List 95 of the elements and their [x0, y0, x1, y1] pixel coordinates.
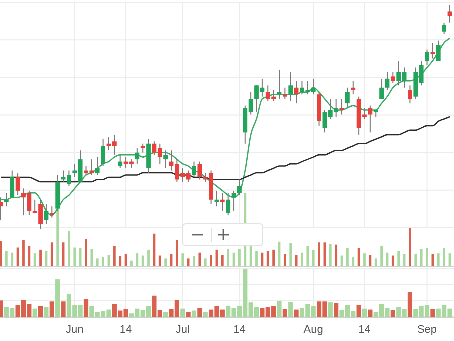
- bar: [312, 250, 315, 266]
- bar: [74, 248, 76, 266]
- bar: [56, 280, 60, 317]
- x-tick-label: 14: [358, 324, 371, 336]
- bar: [368, 310, 373, 317]
- x-tick-label: Sep: [417, 324, 438, 336]
- bar: [352, 257, 355, 266]
- bar: [430, 309, 436, 317]
- bar: [282, 309, 288, 317]
- bar: [50, 242, 54, 266]
- bar: [409, 228, 412, 266]
- bar: [34, 254, 36, 266]
- bar: [119, 256, 122, 266]
- bar: [221, 255, 224, 266]
- bar: [364, 254, 366, 266]
- bar: [5, 251, 8, 266]
- bar: [85, 238, 88, 266]
- bar: [68, 230, 70, 266]
- bar: [335, 244, 338, 266]
- bar: [203, 312, 208, 317]
- bar: [414, 254, 418, 266]
- bar: [356, 305, 362, 317]
- bar: [198, 252, 202, 266]
- bar: [204, 258, 207, 266]
- bar: [192, 310, 197, 317]
- bar: [0, 241, 2, 266]
- bar: [50, 302, 54, 317]
- bar: [22, 240, 25, 266]
- bar: [142, 256, 144, 266]
- bar: [288, 302, 294, 317]
- bar: [329, 244, 332, 266]
- bar: [380, 246, 383, 266]
- bar: [318, 242, 320, 266]
- x-tick-label: 14: [120, 324, 132, 336]
- bar: [148, 250, 150, 266]
- bar: [334, 303, 339, 317]
- bar: [398, 251, 400, 266]
- x-tick-label: Jul: [176, 324, 190, 336]
- x-tick-label: Jun: [66, 324, 84, 336]
- bar: [102, 257, 105, 266]
- bar: [328, 302, 333, 317]
- bar: [284, 254, 286, 266]
- bar: [164, 258, 168, 266]
- bar: [84, 299, 89, 317]
- bar: [306, 246, 310, 266]
- bar: [11, 252, 14, 266]
- bar: [390, 310, 396, 317]
- bar: [164, 312, 168, 317]
- bar: [374, 258, 378, 266]
- bar: [420, 249, 423, 266]
- bar: [392, 256, 394, 266]
- bar: [277, 301, 282, 317]
- bar: [437, 254, 440, 266]
- bar: [79, 248, 82, 266]
- bar: [180, 308, 186, 317]
- bar: [266, 251, 270, 266]
- bar: [38, 306, 44, 317]
- bar: [28, 246, 31, 266]
- bar: [294, 310, 299, 317]
- bar: [210, 255, 212, 266]
- bar: [187, 258, 190, 266]
- bar: [256, 251, 258, 266]
- bar: [113, 246, 116, 266]
- bar: [261, 252, 264, 266]
- bar: [426, 248, 428, 266]
- bar: [96, 258, 99, 266]
- bar: [32, 308, 38, 317]
- bar: [193, 256, 196, 266]
- bar: [40, 250, 42, 266]
- bar: [301, 252, 304, 266]
- bar: [186, 312, 191, 317]
- bar: [198, 308, 202, 317]
- bar: [238, 249, 241, 266]
- bar: [176, 240, 178, 266]
- bar: [136, 254, 139, 266]
- bar: [358, 248, 360, 266]
- bar: [182, 254, 184, 266]
- bar: [130, 260, 133, 266]
- bar: [16, 248, 20, 266]
- bar: [90, 249, 94, 266]
- bar: [272, 250, 276, 266]
- x-tick-label: Aug: [304, 324, 324, 336]
- bar: [362, 308, 368, 317]
- bar: [44, 307, 49, 317]
- bar: [290, 243, 292, 266]
- bar: [227, 249, 230, 266]
- bar: [346, 248, 349, 266]
- bar: [0, 300, 4, 317]
- bar: [158, 256, 162, 266]
- bar: [369, 255, 372, 266]
- bar: [432, 254, 434, 266]
- bar: [408, 292, 413, 317]
- bar: [61, 302, 66, 317]
- bar: [443, 248, 446, 266]
- x-tick-label: 14: [234, 324, 246, 336]
